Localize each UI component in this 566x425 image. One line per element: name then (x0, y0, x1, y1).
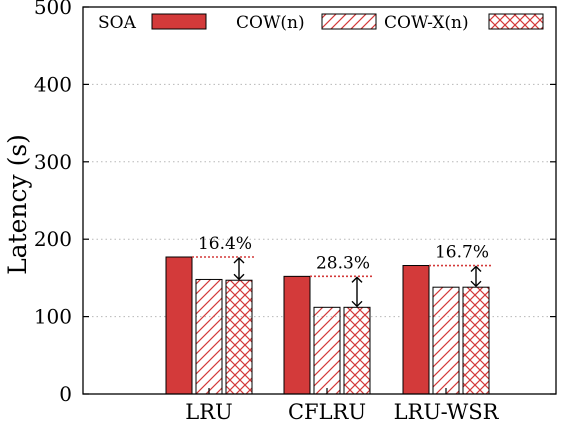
legend-swatch (488, 13, 544, 30)
plot-frame (82, 6, 557, 395)
arrow-head-up (233, 257, 245, 264)
annotations: 16.4% 28.3% 16.7% (192, 234, 492, 308)
legend-swatch (151, 13, 207, 30)
legend-swatch (321, 13, 377, 30)
annotation-label: 28.3% (316, 253, 370, 273)
legend-label: COW-X(n) (384, 13, 469, 33)
bar-cow-x-n--lru-wsr (462, 286, 490, 395)
y-axis-title: Latency (s) (3, 134, 32, 275)
legend: SOA COW(n) COW-X(n) (98, 13, 544, 33)
arrow-head-down (233, 273, 245, 281)
bar-cow-x-n--lru (225, 279, 253, 395)
arrow-head-up (470, 265, 482, 273)
y-tick-label: 200 (34, 227, 72, 251)
bar-cow-n--lru (195, 278, 223, 395)
arrow-head-down (351, 300, 363, 308)
bar-cow-x-n--cflru (343, 306, 371, 395)
annotation-label: 16.7% (435, 243, 489, 263)
y-tick-label: 300 (34, 150, 72, 174)
annotation-label: 16.4% (198, 234, 252, 254)
grid-lines (83, 83, 556, 318)
axes: 0 100 200 300 400 500 LRU CFLRU LRU-WSR (34, 0, 556, 424)
bars (165, 256, 490, 395)
bar-cow-n--cflru (313, 306, 341, 395)
legend-label: SOA (98, 13, 137, 33)
arrow-head-down (470, 280, 482, 288)
legend-label: COW(n) (236, 13, 305, 33)
x-tick-label: LRU (185, 400, 232, 424)
x-tick-label: CFLRU (288, 400, 366, 424)
bar-soa-lru-wsr (402, 265, 430, 395)
x-tick-label: LRU-WSR (394, 400, 500, 424)
y-tick-label: 400 (34, 72, 72, 96)
bar-soa-cflru (283, 275, 311, 395)
y-tick-label: 0 (59, 382, 72, 406)
y-tick-label: 500 (34, 0, 72, 19)
arrow-head-up (351, 276, 363, 283)
y-tick-label: 100 (34, 305, 72, 329)
bar-cow-n--lru-wsr (432, 286, 460, 395)
bar-soa-lru (165, 256, 193, 395)
